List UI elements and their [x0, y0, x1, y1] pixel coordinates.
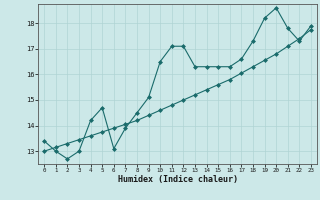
X-axis label: Humidex (Indice chaleur): Humidex (Indice chaleur): [118, 175, 238, 184]
